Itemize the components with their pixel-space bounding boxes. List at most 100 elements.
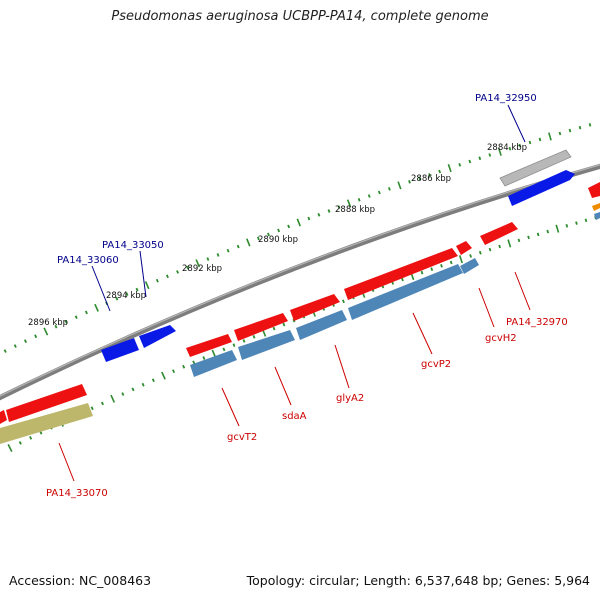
gene-glyA2-red[interactable] [290,294,340,321]
gene-pa14-33050[interactable] [139,325,176,348]
scale-tick [430,267,434,272]
scale-tick [277,228,281,233]
scale-tick [222,347,226,352]
scale-tick [536,232,540,237]
scale-tick [558,131,562,136]
scale-tick [216,253,220,257]
scale-tick [131,387,135,392]
scale-tick [34,334,38,339]
scale-tick [555,224,560,233]
scale-tick [468,159,472,164]
scale-tick [401,277,404,282]
gene-gcvP2-red[interactable] [344,248,458,300]
scale-tick [518,143,522,148]
scale-tick [23,339,28,343]
scale-tick [508,146,512,151]
scale-tick [408,180,411,184]
scale-tick [211,349,217,358]
gene-label-pa14-33070[interactable]: PA14_33070 [46,488,108,499]
gene-pa14-32970[interactable] [480,222,518,245]
scale-tick [440,264,443,268]
scale-tick [428,173,431,177]
scale-tick [357,198,361,202]
scale-tick [115,296,119,301]
scale-tick [377,190,381,195]
gene-label-pa14-33050[interactable]: PA14_33050 [102,240,164,251]
scale-tick [327,209,331,213]
scale-tick [458,163,462,167]
gene-label-gcvH2[interactable]: gcvH2 [485,333,517,344]
scale-tick [246,238,251,247]
scale-label: 2894 kbp [106,291,146,301]
scale-tick [192,360,196,365]
gene-red-left-edge[interactable] [0,410,7,424]
scale-label: 2886 kbp [411,174,451,184]
gene-label-gcvT2[interactable]: gcvT2 [227,432,257,443]
scale-tick [388,187,391,191]
scale-tick [367,194,371,198]
gene-orange-edge[interactable] [592,203,600,211]
gene-label-gcvP2[interactable]: gcvP2 [421,359,451,370]
genome-backbone [0,163,600,401]
gene-blue-right[interactable] [508,170,575,206]
scale-tick [478,156,482,161]
scale-labels: 2884 kbp 2886 kbp 2888 kbp 2890 kbp 2892… [28,143,527,328]
scale-tick [54,324,58,329]
scale-tick [418,176,421,181]
scale-tick [458,255,463,264]
gene-label-pa14-33060[interactable]: PA14_33060 [57,255,119,266]
scale-tick [342,299,345,304]
scale-tick [141,382,145,387]
map-title: Pseudomonas aeruginosa UCBPP-PA14, compl… [111,9,489,24]
gene-pa14-33060[interactable] [101,338,139,362]
label-leaders [58,104,531,482]
scale-tick [110,394,116,403]
scale-label: 2884 kbp [487,143,527,153]
gene-gcvT2-red[interactable] [186,334,232,357]
scale-tick [527,235,530,240]
accession-text: Accession: NC_008463 [9,573,152,588]
gene-red-far-right[interactable] [588,182,600,198]
scale-tick [125,292,129,296]
scale-tick [420,270,424,275]
gene-steel-edge[interactable] [594,212,600,220]
scale-tick [447,164,452,173]
scale-tick [282,322,286,327]
gene-steel-gcvH2[interactable] [460,258,479,274]
scale-tick [438,169,442,174]
scale-tick [397,181,402,190]
scale-tick [575,221,578,225]
scale-tick [584,218,588,223]
scale-tick [568,128,572,133]
scale-tick [161,371,166,380]
scale-tick [226,248,230,253]
scale-tick [488,247,492,252]
gene-label-pa14-32970[interactable]: PA14_32970 [506,317,568,328]
scale-tick [478,250,482,255]
scale-tick [135,287,139,292]
gene-steel-gcvT2[interactable] [190,350,237,377]
gene-steel-sdaA[interactable] [238,330,295,360]
scale-tick [3,349,7,353]
gene-label-glyA2[interactable]: glyA2 [336,393,364,404]
gene-steel-glyA2[interactable] [296,310,347,340]
scale-tick [497,147,502,156]
gene-olive[interactable] [0,403,93,444]
gene-pa14-33070-red[interactable] [6,384,87,422]
scale-tick [100,401,104,406]
scale-tick [236,244,240,249]
scale-tick [186,265,190,270]
gene-gcvH2[interactable] [456,241,472,255]
gene-grey-pa14-32950[interactable] [499,149,572,187]
scale-tick [252,334,256,339]
scale-tick [121,392,125,396]
gene-sdaA-red[interactable] [234,313,288,341]
gene-label-sdaA[interactable]: sdaA [282,411,307,422]
gene-steel-gcvP2[interactable] [348,264,463,320]
scale-tick [90,406,94,411]
scale-label: 2896 kbp [28,318,68,328]
scale-tick [206,257,210,261]
gene-label-pa14-32950[interactable]: PA14_32950 [475,93,537,104]
scale-tick [538,137,542,142]
scale-tick [155,278,159,283]
